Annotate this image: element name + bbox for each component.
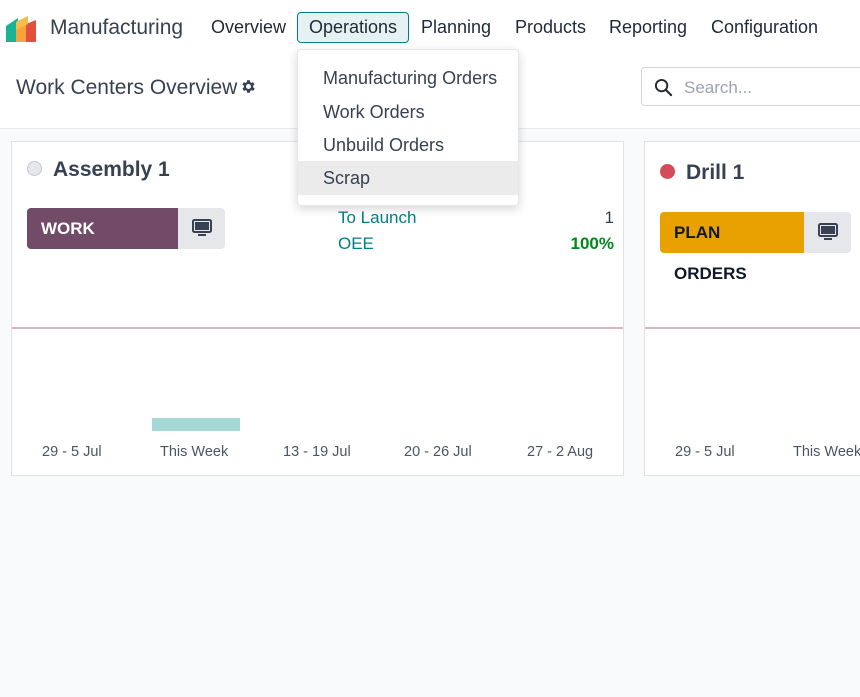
dropdown-item-manufacturing-orders[interactable]: Manufacturing Orders: [323, 68, 498, 88]
page-title: Work Centers Overview: [16, 76, 238, 99]
top-navbar: Manufacturing Overview Operations Planni…: [0, 0, 860, 58]
work-center-display-button[interactable]: [178, 208, 225, 249]
menu-operations[interactable]: Operations: [297, 12, 410, 43]
week-label: 20 - 26 Jul: [404, 444, 472, 460]
monitor-icon: [192, 219, 212, 236]
manufacturing-app-icon[interactable]: [6, 16, 42, 42]
dropdown-item-scrap[interactable]: Scrap: [298, 161, 518, 195]
card-title: Assembly 1: [53, 158, 170, 181]
search-input[interactable]: [682, 74, 860, 102]
status-indicator[interactable]: [27, 161, 42, 176]
operations-dropdown-menu: Manufacturing Orders Work Orders Unbuild…: [297, 49, 519, 206]
work-orders-button[interactable]: WORK ORDERS: [27, 208, 178, 279]
week-label: 29 - 5 Jul: [42, 444, 102, 460]
week-label: This Week: [160, 444, 229, 460]
oee-value: 100%: [570, 234, 614, 253]
menu-products[interactable]: Products: [515, 17, 587, 37]
week-label: 29 - 5 Jul: [675, 444, 735, 460]
workload-bar: [152, 418, 240, 431]
monitor-icon: [818, 223, 838, 240]
to-launch-count: 1: [604, 208, 614, 227]
plan-orders-button[interactable]: PLAN ORDERS: [660, 212, 804, 283]
menu-planning[interactable]: Planning: [421, 17, 492, 37]
status-indicator[interactable]: [660, 164, 675, 179]
app-name[interactable]: Manufacturing: [50, 16, 184, 39]
menu-reporting[interactable]: Reporting: [609, 17, 688, 37]
week-label: This Week: [793, 444, 860, 460]
search-box: [641, 67, 860, 106]
week-label: 13 - 19 Jul: [283, 444, 351, 460]
card-divider: [645, 327, 860, 329]
dropdown-item-unbuild-orders[interactable]: Unbuild Orders: [323, 135, 445, 155]
menu-configuration[interactable]: Configuration: [711, 17, 819, 37]
week-label: 27 - 2 Aug: [527, 444, 594, 460]
menu-overview[interactable]: Overview: [211, 17, 287, 37]
card-title: Drill 1: [686, 161, 745, 184]
search-icon: [654, 78, 673, 97]
card-divider: [12, 327, 623, 329]
to-launch-link[interactable]: To Launch: [338, 208, 417, 227]
oee-link[interactable]: OEE: [338, 234, 374, 253]
workcenter-card-drill-1: Drill 1 PLAN ORDERS 29 - 5 Jul This Week: [644, 141, 860, 476]
gear-icon[interactable]: [240, 78, 257, 95]
dropdown-item-work-orders[interactable]: Work Orders: [323, 102, 425, 122]
work-center-display-button[interactable]: [804, 212, 851, 253]
